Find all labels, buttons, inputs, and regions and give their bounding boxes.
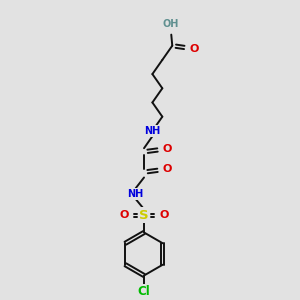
Text: NH: NH (144, 126, 160, 136)
Text: O: O (163, 164, 172, 174)
Text: Cl: Cl (138, 285, 150, 298)
Text: O: O (163, 144, 172, 154)
Text: NH: NH (128, 189, 144, 199)
Text: O: O (119, 210, 128, 220)
Text: OH: OH (163, 19, 179, 29)
Text: O: O (160, 210, 169, 220)
Text: O: O (189, 44, 199, 54)
Text: S: S (139, 208, 149, 222)
